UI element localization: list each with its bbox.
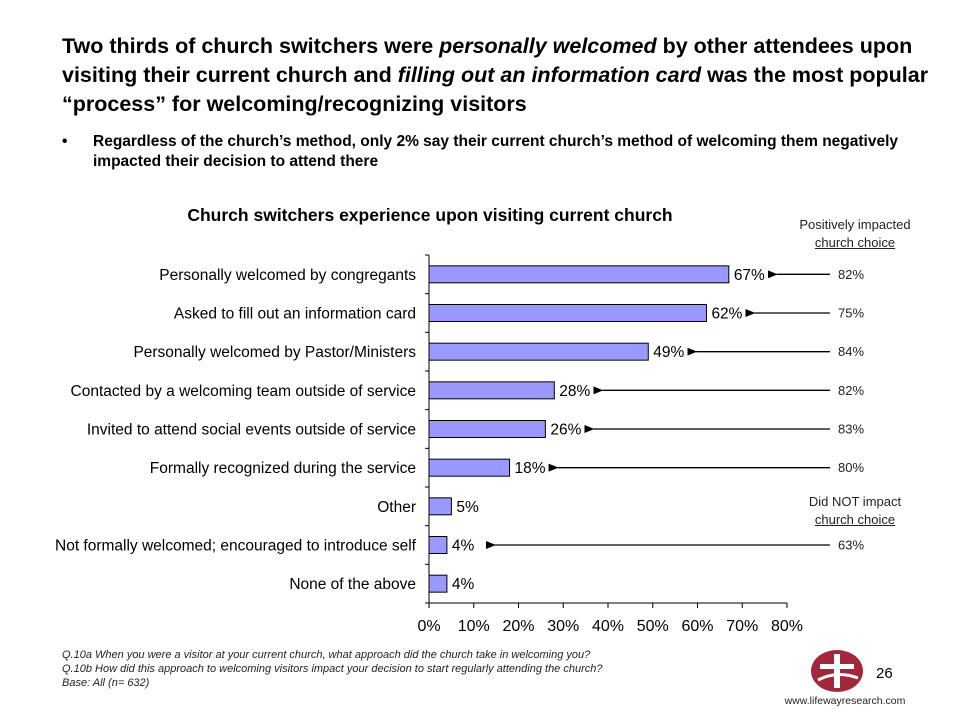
- headline-text-1: Two thirds of church switchers were: [62, 34, 440, 58]
- positive-impact-header: Positively impacted church choice: [770, 216, 940, 252]
- bar: [428, 265, 730, 284]
- no-impact-line1: Did NOT impact: [808, 494, 902, 509]
- headline-emphasis-2: filling out an information card: [397, 63, 702, 87]
- positive-impact-line2: church choice: [814, 235, 896, 250]
- bar: [428, 497, 452, 516]
- bar: [428, 381, 555, 400]
- impact-percent-label: 80%: [838, 460, 864, 475]
- bar: [428, 536, 448, 554]
- category-label: Personally welcomed by congregants: [159, 267, 416, 284]
- category-label: Not formally welcomed; encouraged to int…: [55, 538, 417, 555]
- data-label: 49%: [653, 344, 684, 361]
- impact-percent-label: 63%: [838, 538, 864, 553]
- category-label: Asked to fill out an information card: [174, 306, 416, 323]
- headline-emphasis-1: personally welcomed: [439, 34, 657, 58]
- lifeway-logo: [811, 650, 863, 692]
- bullet-dot: •: [62, 133, 68, 150]
- key-finding-bullet: • Regardless of the church’s method, onl…: [62, 132, 922, 172]
- x-tick-label: 10%: [458, 618, 490, 635]
- page-number: 26: [876, 665, 893, 682]
- chart-title: Church switchers experience upon visitin…: [187, 205, 673, 225]
- footnote-base: Base: All (n= 632): [62, 677, 150, 689]
- category-label: Contacted by a welcoming team outside of…: [71, 383, 416, 400]
- bar: [428, 458, 511, 477]
- footnotes: Q.10a When you were a visitor at your cu…: [62, 648, 762, 690]
- x-tick-label: 20%: [502, 618, 534, 635]
- category-label: Formally recognized during the service: [150, 460, 416, 477]
- footnote-q10b: Q.10b How did this approach to welcoming…: [62, 663, 603, 675]
- bar: [428, 304, 707, 322]
- data-label: 26%: [550, 422, 581, 439]
- category-label: None of the above: [289, 576, 416, 593]
- data-label: 4%: [452, 538, 475, 555]
- no-impact-header: Did NOT impact church choice: [770, 493, 940, 529]
- x-tick-label: 0%: [417, 618, 440, 635]
- impact-percent-label: 82%: [838, 383, 864, 398]
- logo-cross-vertical: [834, 654, 840, 688]
- impact-percent-label: 83%: [838, 422, 864, 437]
- no-impact-line2: church choice: [814, 512, 896, 527]
- slide-headline: Two thirds of church switchers were pers…: [62, 32, 942, 119]
- footnote-q10a: Q.10a When you were a visitor at your cu…: [62, 649, 591, 661]
- x-tick-label: 50%: [637, 618, 669, 635]
- data-label: 62%: [711, 306, 742, 323]
- bar: [428, 574, 448, 593]
- x-tick-label: 80%: [771, 618, 803, 635]
- bar: [428, 342, 649, 361]
- website-url: www.lifewayresearch.com: [784, 695, 906, 707]
- bar: [428, 420, 546, 438]
- x-tick-label: 40%: [592, 618, 624, 635]
- impact-percent-label: 84%: [838, 344, 864, 359]
- impact-percent-label: 82%: [838, 267, 864, 282]
- impact-percent-label: 75%: [838, 306, 864, 321]
- x-tick-label: 70%: [726, 618, 758, 635]
- x-tick-label: 60%: [681, 618, 713, 635]
- x-tick-label: 30%: [547, 618, 579, 635]
- data-label: 18%: [515, 460, 546, 477]
- positive-impact-line1: Positively impacted: [799, 217, 911, 232]
- headline-text-2: by other attendees upon visiting their c…: [62, 34, 913, 87]
- logo-cross-horizontal: [820, 664, 854, 669]
- data-label: 4%: [452, 576, 475, 593]
- category-label: Personally welcomed by Pastor/Ministers: [133, 344, 416, 361]
- bullet-text: Regardless of the church’s method, only …: [93, 133, 899, 170]
- logo-swoosh: [817, 673, 859, 682]
- category-label: Invited to attend social events outside …: [87, 422, 416, 439]
- category-label: Other: [377, 499, 416, 516]
- data-label: 67%: [734, 267, 765, 284]
- data-label: 28%: [559, 383, 590, 400]
- headline-text-3: was the most popular “process” for welco…: [62, 63, 929, 116]
- data-label: 5%: [456, 499, 479, 516]
